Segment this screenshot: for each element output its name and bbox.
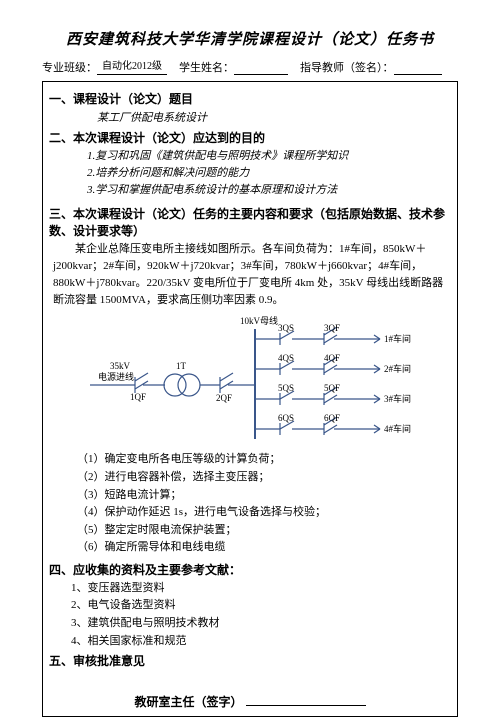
ref-2: 2、电气设备选型资料 [71, 597, 451, 615]
task-4: （4）保护动作延迟 1s，进行电气设备选择与校验； [77, 504, 451, 522]
class-label: 专业班级： [42, 59, 97, 75]
footer-label: 教研室主任（签字） [134, 695, 242, 709]
ref-4: 4、相关国家标准和规范 [71, 633, 451, 651]
footer-signature: 教研室主任（签字） [49, 691, 451, 710]
sec4-head: 四、应收集的资料及主要参考文献： [49, 561, 451, 578]
lbl-ws4: 4#车间 [384, 423, 411, 434]
lbl-1t: 1T [176, 361, 187, 371]
sec2-head: 二、本次课程设计（论文）应达到的目的 [49, 129, 451, 146]
lbl-2qf: 2QF [216, 393, 232, 403]
goal-1: 1.复习和巩固《建筑供配电与照明技术》课程所学知识 [87, 150, 348, 162]
meta-line: 专业班级： 自动化2012级 学生姓名： 指导教师（签名）： [42, 59, 458, 75]
footer-blank [246, 691, 366, 706]
task-2: （2）进行电容器补偿，选择主变压器； [77, 469, 451, 487]
lbl-3qs: 3QS [278, 323, 294, 333]
lbl-ws1: 1#车间 [384, 333, 411, 344]
advisor-label: 指导教师（签名）： [300, 59, 394, 75]
task-5: （5）整定定时限电流保护装置； [77, 522, 451, 540]
lbl-4qs: 4QS [278, 353, 294, 363]
student-label: 学生姓名： [179, 59, 234, 75]
lbl-10kv: 10kV母线 [240, 315, 278, 326]
lbl-6qf: 6QF [324, 413, 340, 423]
ref-3: 3、建筑供配电与照明技术教材 [71, 615, 451, 633]
ref-list: 1、变压器选型资料 2、电气设备选型资料 3、建筑供配电与照明技术教材 4、相关… [71, 580, 451, 650]
task-6: （6）确定所需导体和电线电缆 [77, 539, 451, 557]
sec5-head: 五、审核批准意见 [49, 652, 451, 669]
student-blank [234, 60, 288, 75]
task-1: （1）确定变电所各电压等级的计算负荷； [77, 451, 451, 469]
goal-2: 2.培养分析问题和解决问题的能力 [87, 167, 249, 179]
lbl-6qs: 6QS [278, 413, 294, 423]
doc-title: 西安建筑科技大学华清学院课程设计（论文）任务书 [42, 28, 458, 49]
sec3-head: 三、本次课程设计（论文）任务的主要内容和要求（包括原始数据、技术参数、设计要求等… [49, 205, 451, 239]
lbl-5qf: 5QF [324, 383, 340, 393]
wiring-diagram: 35kV 电源进线 1QF 1T 2QF 10kV母线 3QS 3QF 4QS … [49, 315, 451, 445]
advisor-blank [394, 60, 442, 75]
sec1-topic: 某工厂供配电系统设计 [97, 109, 451, 125]
lbl-3qf: 3QF [324, 323, 340, 333]
ref-1: 1、变压器选型资料 [71, 580, 451, 598]
class-value: 自动化2012级 [97, 60, 167, 75]
sec1-head: 一、课程设计（论文）题目 [49, 90, 451, 107]
lbl-ws3: 3#车间 [384, 393, 411, 404]
lbl-1qf: 1QF [130, 392, 146, 402]
task-list: （1）确定变电所各电压等级的计算负荷； （2）进行电容器补偿，选择主变压器； （… [77, 451, 451, 557]
lbl-incoming: 电源进线 [98, 371, 134, 382]
sec3-para: 某企业总降压变电所主接线如图所示。各车间负荷为：1#车间，850kW＋j200k… [53, 241, 447, 309]
goal-3: 3.学习和掌握供配电系统设计的基本原理和设计方法 [87, 184, 337, 196]
lbl-4qf: 4QF [324, 353, 340, 363]
lbl-35kv: 35kV [110, 361, 131, 371]
lbl-ws2: 2#车间 [384, 363, 411, 374]
task-3: （3）短路电流计算； [77, 487, 451, 505]
lbl-5qs: 5QS [278, 383, 294, 393]
content-box: 一、课程设计（论文）题目 某工厂供配电系统设计 二、本次课程设计（论文）应达到的… [42, 81, 458, 717]
